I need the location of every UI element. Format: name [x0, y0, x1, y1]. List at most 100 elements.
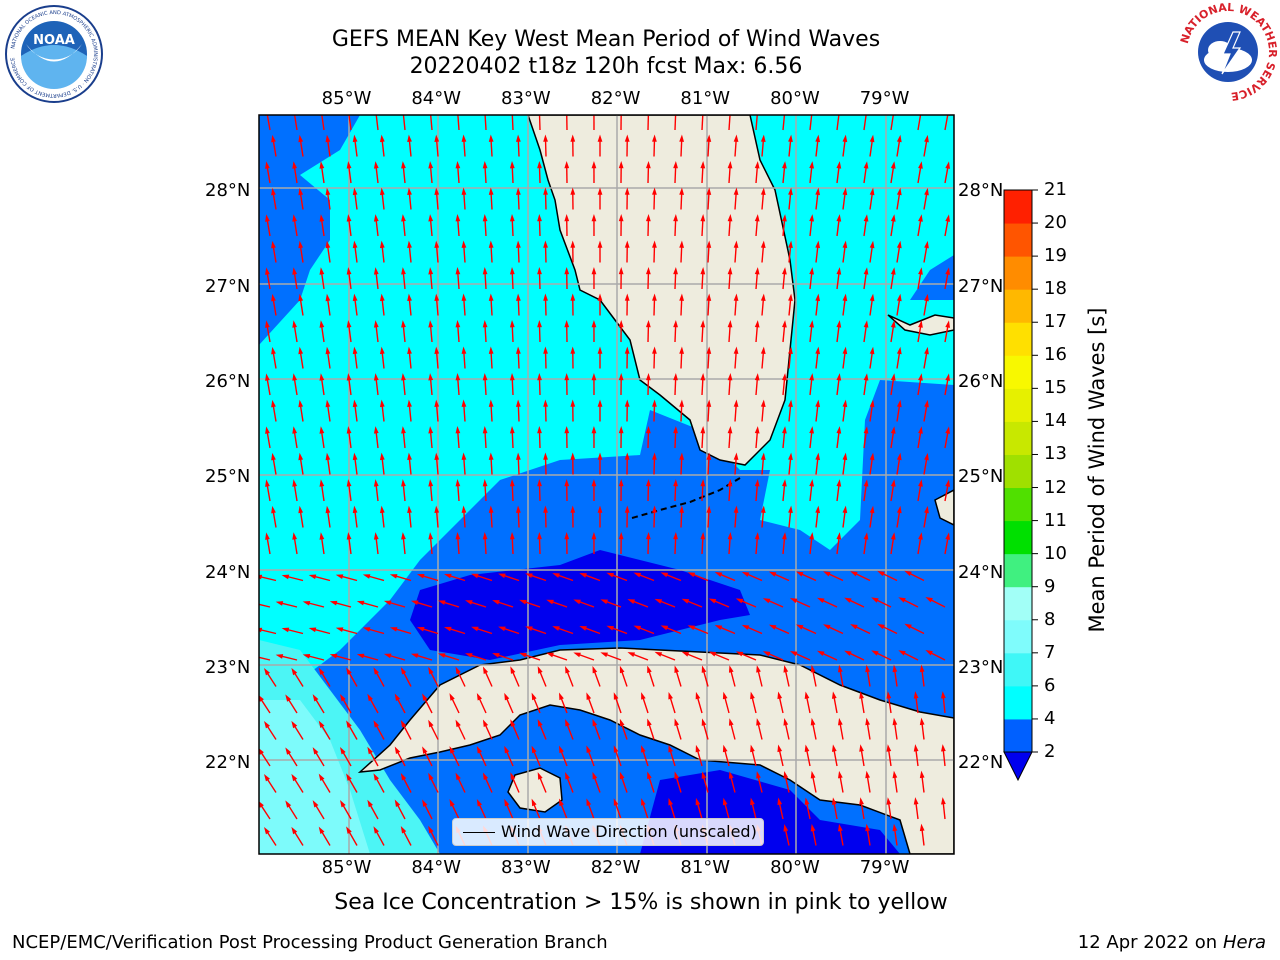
- wave-direction-arrowhead: [455, 666, 461, 675]
- wave-direction-arrowhead: [728, 771, 734, 779]
- wave-direction-arrowhead: [687, 572, 696, 578]
- wave-direction-arrowhead: [461, 505, 467, 513]
- wave-direction-arrowhead: [896, 399, 902, 408]
- wave-direction-arrowhead: [924, 399, 929, 408]
- wave-direction-arrowhead: [346, 532, 352, 540]
- wave-direction-arrowhead: [645, 320, 651, 328]
- wave-direction-arrowhead: [733, 134, 739, 142]
- wave-direction-arrowhead: [259, 695, 264, 702]
- wave-direction-arrowhead: [509, 479, 515, 487]
- wave-direction-arrowhead: [292, 373, 298, 381]
- wave-direction-arrowhead: [727, 214, 733, 222]
- wave-direction-arrowhead: [488, 505, 494, 513]
- wave-direction-arrowhead: [782, 214, 787, 222]
- wave-direction-arrowhead: [700, 479, 706, 487]
- wave-direction-arrowhead: [249, 601, 257, 606]
- wave-direction-arrowhead: [509, 161, 515, 169]
- colorbar-tick-label: 9: [1044, 575, 1056, 597]
- wave-direction-arrowhead: [597, 240, 603, 248]
- wave-direction-arrowhead: [407, 346, 412, 355]
- wave-direction-arrowhead: [592, 665, 598, 674]
- wave-direction-arrowhead: [618, 267, 624, 275]
- wave-direction-arrowhead: [537, 320, 542, 328]
- wave-direction-arrowhead: [945, 267, 951, 275]
- wave-direction-arrowhead: [863, 320, 869, 328]
- wave-direction-arrowhead: [428, 719, 434, 728]
- wave-direction-arrowhead: [890, 161, 896, 169]
- wave-direction-arrowhead: [700, 320, 706, 328]
- colorbar-tick-label: 17: [1044, 311, 1067, 333]
- wave-direction-arrowhead: [700, 214, 706, 222]
- wave-direction-arrowhead: [509, 267, 515, 275]
- wave-direction-arrowhead: [564, 426, 570, 434]
- wave-direction-arrowhead: [871, 597, 879, 603]
- wave-direction-arrowhead: [543, 346, 548, 354]
- wave-direction-arrowhead: [783, 718, 789, 726]
- wave-direction-arrowhead: [325, 293, 331, 302]
- wave-direction-arrowhead: [509, 373, 515, 381]
- wave-direction-arrowhead: [319, 373, 325, 381]
- wave-direction-arrowhead: [515, 134, 521, 142]
- wave-direction-arrowhead: [302, 653, 311, 659]
- wave-direction-arrowhead: [346, 373, 352, 381]
- wave-direction-arrowhead: [482, 373, 488, 381]
- wave-direction-arrowhead: [394, 799, 401, 808]
- wave-direction-arrowhead: [298, 187, 304, 196]
- wave-direction-arrowhead: [836, 479, 842, 487]
- wave-direction-arrowhead: [728, 718, 734, 726]
- wave-direction-arrowhead: [292, 320, 298, 328]
- wave-direction-arrowhead: [325, 399, 331, 408]
- colorbar-segment: [1004, 355, 1032, 389]
- wave-direction-arrowhead: [564, 267, 570, 275]
- colorbar-tick-label: 7: [1044, 641, 1056, 663]
- wave-direction-arrowhead: [708, 651, 717, 657]
- wave-direction-arrowhead: [809, 320, 815, 328]
- wave-direction-arrowhead: [809, 161, 815, 169]
- wave-direction-arrowhead: [591, 426, 597, 434]
- wave-direction-arrowhead: [265, 479, 270, 487]
- wave-direction-arrowhead: [727, 161, 733, 169]
- wave-direction-arrowhead: [389, 574, 398, 579]
- wave-direction-arrowhead: [298, 505, 304, 514]
- wave-direction-arrowhead: [844, 650, 852, 656]
- wave-direction-arrowhead: [383, 600, 392, 606]
- wave-direction-arrowhead: [624, 187, 630, 195]
- wave-direction-arrowhead: [809, 214, 815, 222]
- wave-direction-arrowhead: [869, 293, 875, 302]
- wave-direction-arrowhead: [896, 346, 902, 355]
- wave-direction-arrowhead: [918, 161, 923, 169]
- wave-direction-arrowhead: [434, 134, 440, 142]
- wave-direction-arrowhead: [633, 572, 642, 578]
- wave-direction-arrowhead: [515, 346, 521, 354]
- wave-direction-arrowhead: [455, 532, 461, 540]
- wave-direction-arrowhead: [509, 532, 515, 540]
- wave-direction-arrowhead: [647, 665, 652, 674]
- wave-direction-arrowhead: [308, 574, 317, 580]
- contour-band-7-8: [259, 700, 370, 854]
- wave-direction-arrowhead: [292, 214, 298, 222]
- wave-direction-arrowhead: [945, 161, 951, 169]
- wave-direction-arrowhead: [434, 399, 440, 407]
- wave-direction-arrowhead: [754, 532, 760, 540]
- colorbar-segment: [1004, 586, 1032, 621]
- lat-label-right: 26°N: [958, 370, 1004, 392]
- wave-direction-arrowhead: [509, 320, 515, 328]
- wave-direction-arrowhead: [941, 691, 946, 699]
- wave-direction-arrowhead: [886, 797, 892, 805]
- wave-direction-arrowhead: [645, 373, 651, 381]
- wave-direction-arrowhead: [754, 320, 760, 328]
- wave-direction-arrowhead: [379, 240, 385, 249]
- wave-direction-arrowhead: [624, 505, 630, 513]
- wave-direction-arrowhead: [673, 115, 678, 116]
- wave-direction-arrowhead: [401, 320, 406, 328]
- wave-direction-arrowhead: [352, 187, 358, 196]
- wave-direction-arrowhead: [795, 571, 804, 577]
- wave-direction-arrowhead: [428, 320, 434, 328]
- wave-direction-arrowhead: [428, 772, 434, 781]
- wave-direction-arrowhead: [298, 240, 304, 249]
- wave-direction-arrowhead: [597, 346, 603, 354]
- wave-direction-arrowhead: [281, 627, 290, 633]
- wave-direction-arrowhead: [869, 399, 875, 408]
- wave-direction-arrowhead: [455, 161, 461, 169]
- colorbar-frame: [1003, 189, 1033, 753]
